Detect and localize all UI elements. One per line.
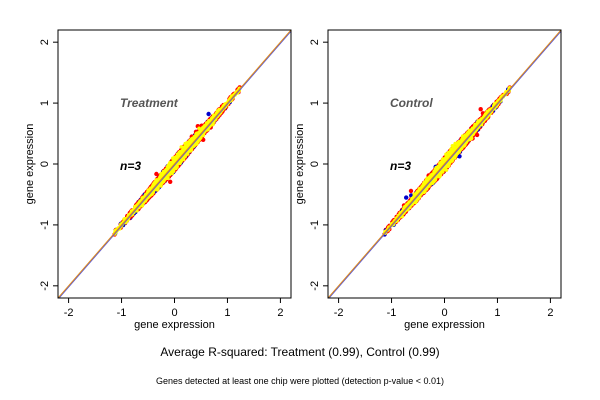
y-tick-label: -2 [39,281,51,291]
point-yellow [188,140,193,145]
point-yellow [215,109,220,113]
identity-line [58,30,291,298]
y-axis-label: gene expression [24,124,36,205]
x-tick-label: 0 [171,307,177,319]
scatter-panels: -2 -1 0 1 2 -2 -1 0 1 2 gene expression gene expres… [24,29,562,331]
x-tick-label: 1 [224,307,230,319]
point-yellow [176,154,180,158]
x-tick-label: -2 [64,307,74,319]
point-yellow [194,142,199,146]
point-red [168,179,173,184]
fit-line [58,30,291,298]
x-tick-label: 2 [277,307,283,319]
y-tick-label: 1 [39,100,51,106]
scatter-panel-treatment: -2 -1 0 1 2 -2 -1 0 1 2 gene expression gene expres… [24,29,292,331]
panel-title: Treatment [120,96,179,110]
point-red [478,107,483,112]
point-blue [404,195,409,200]
point-red [408,188,414,194]
x-axis-label: gene expression [134,319,215,331]
point-red [154,171,159,177]
y-tick-label: 0 [39,161,51,167]
x-tick-label: -1 [117,307,127,319]
y-tick-label: 2 [39,39,51,45]
point-red [474,132,480,138]
point-yellow [161,171,165,176]
point-yellow [173,157,177,162]
y-tick-label: -1 [39,220,51,230]
point-blue [206,111,211,117]
point-blue [457,154,462,159]
sample-size-label: n=3 [120,159,141,173]
